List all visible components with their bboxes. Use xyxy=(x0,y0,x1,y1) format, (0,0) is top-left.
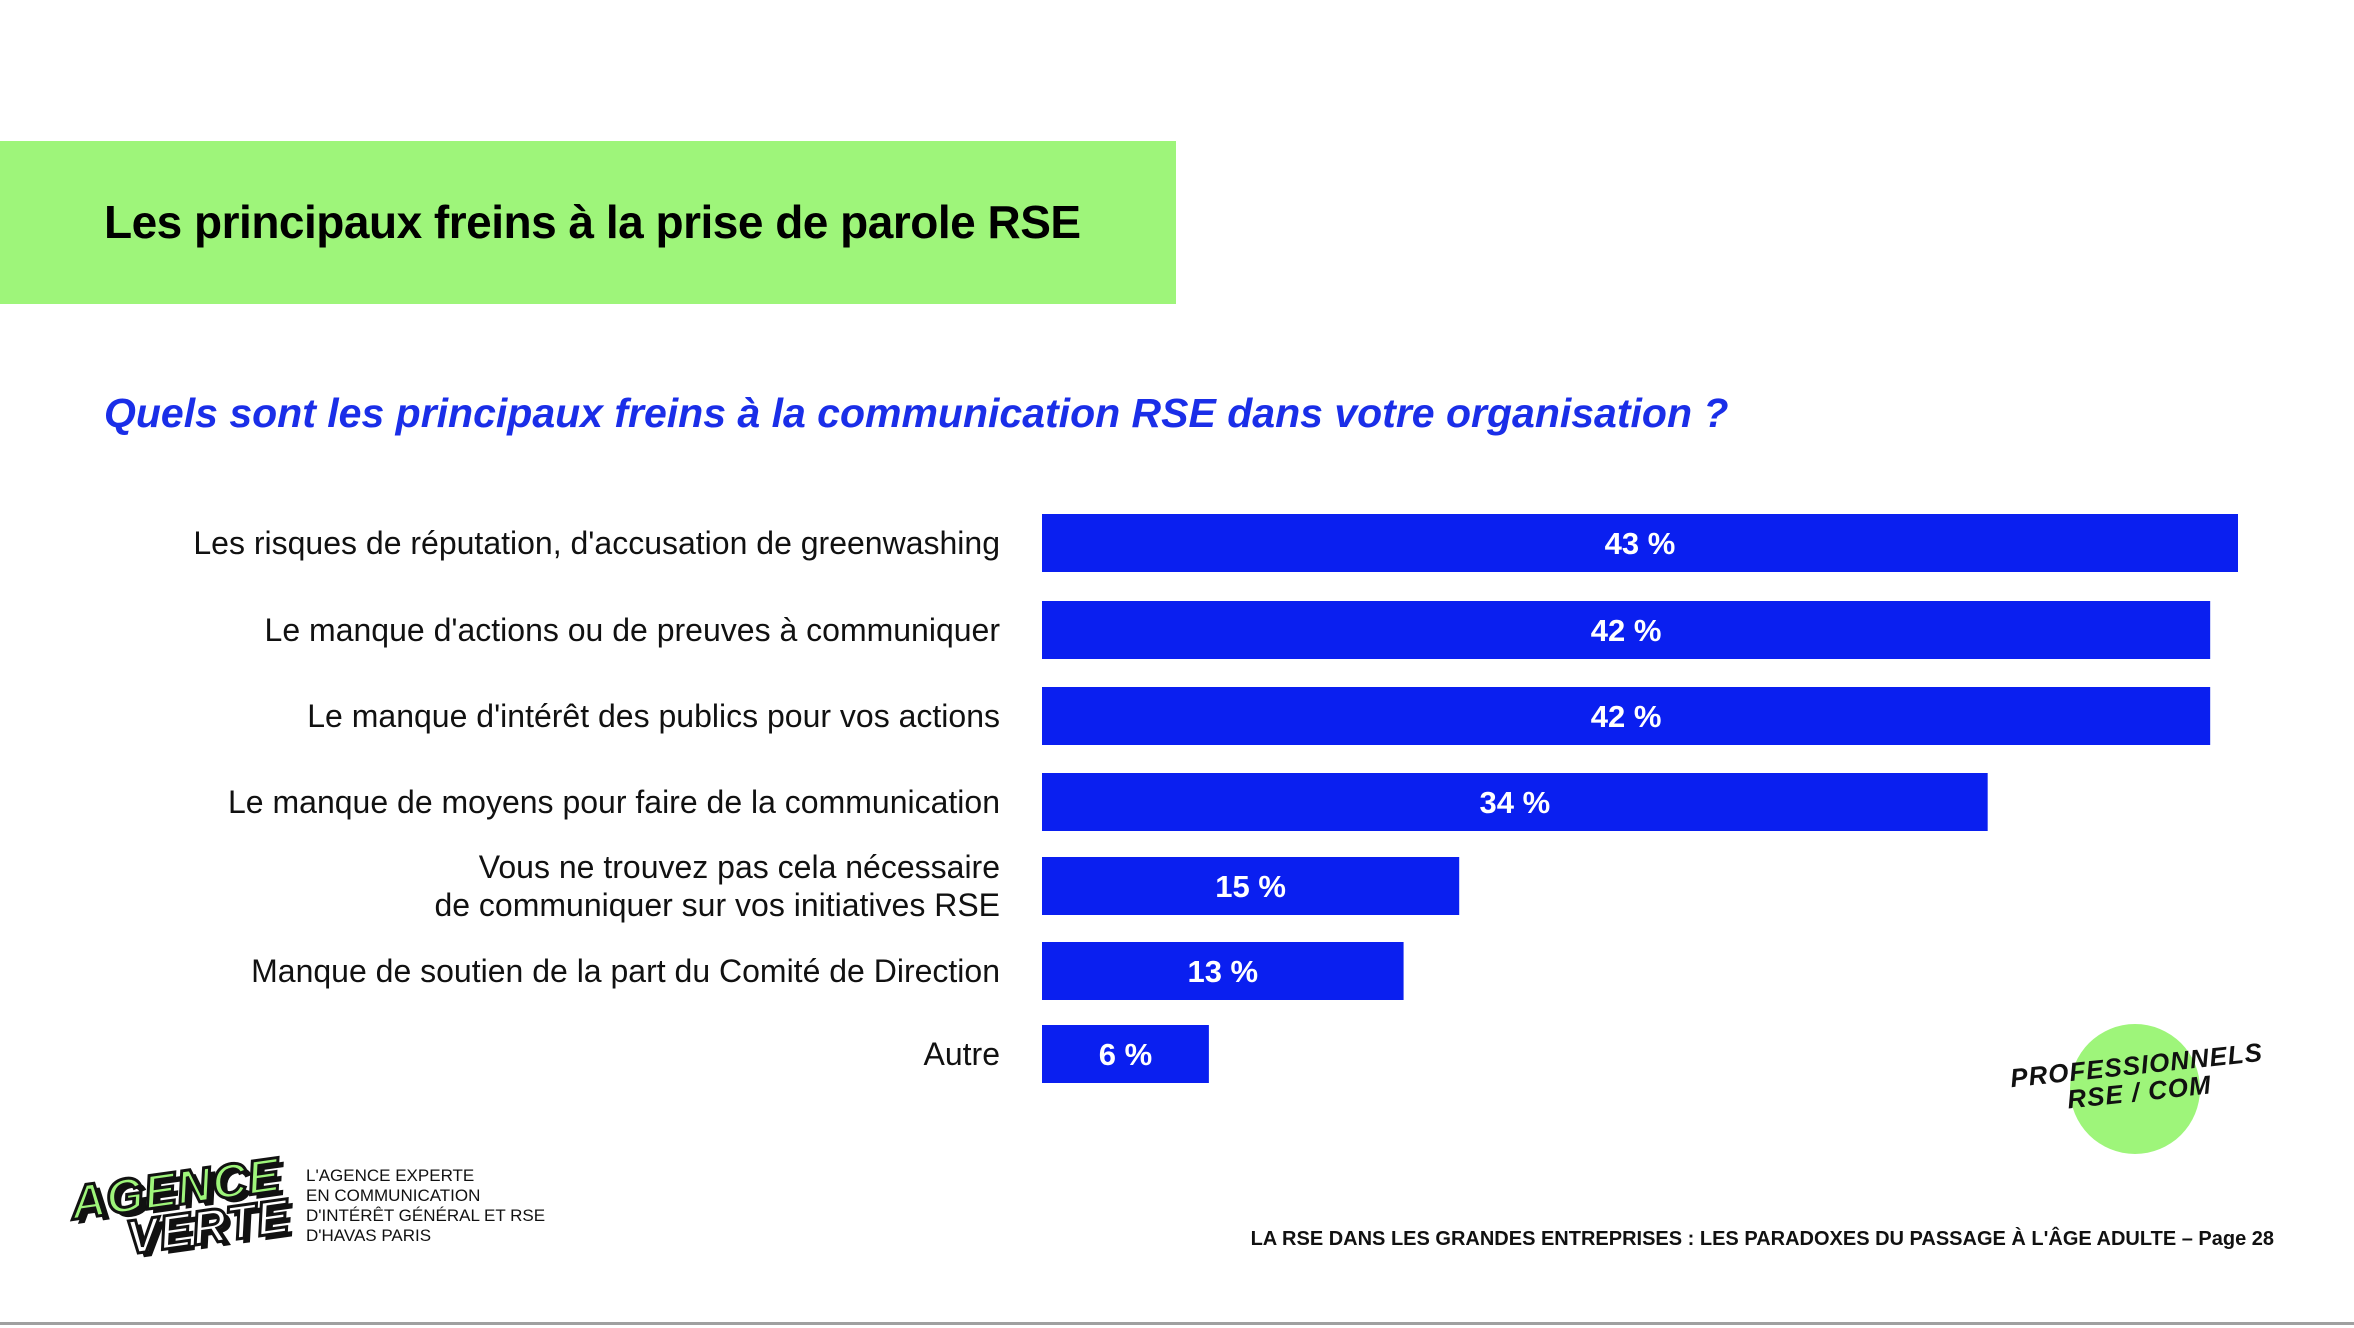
agency-line: L'AGENCE EXPERTE xyxy=(306,1166,475,1185)
bar-2 xyxy=(1042,687,2211,745)
agency-line: EN COMMUNICATION xyxy=(306,1186,481,1205)
category-label-line: Manque de soutien de la part du Comité d… xyxy=(251,953,1000,989)
category-label-line: Vous ne trouvez pas cela nécessaire xyxy=(479,849,1000,885)
category-label-line: Le manque d'actions ou de preuves à comm… xyxy=(265,612,1001,648)
survey-question: Quels sont les principaux freins à la co… xyxy=(104,390,1729,436)
bar-6 xyxy=(1042,1025,1209,1083)
agency-line: D'HAVAS PARIS xyxy=(306,1226,432,1245)
category-label-5: Manque de soutien de la part du Comité d… xyxy=(251,953,1000,989)
agence-verte-logo: AGENCE VERTE xyxy=(60,1147,300,1267)
bar-4 xyxy=(1042,857,1460,915)
agency-line: D'INTÉRÊT GÉNÉRAL ET RSE xyxy=(306,1206,546,1225)
badge-circle xyxy=(2070,1024,2200,1154)
value-label-4: 15 % xyxy=(1215,869,1286,904)
category-label-0: Les risques de réputation, d'accusation … xyxy=(193,525,1000,561)
value-label-2: 42 % xyxy=(1591,699,1662,734)
category-label-line: Le manque d'intérêt des publics pour vos… xyxy=(307,698,1000,734)
bar-1 xyxy=(1042,601,2211,659)
bar-5 xyxy=(1042,942,1404,1000)
title-band: Les principaux freins à la prise de paro… xyxy=(0,141,1176,304)
bar-0 xyxy=(1042,514,2238,572)
bar-3 xyxy=(1042,773,1988,831)
category-label-3: Le manque de moyens pour faire de la com… xyxy=(228,784,1000,820)
bar-chart: 43 % Les risques de réputation, d'accusat… xyxy=(193,514,2238,1083)
category-label-line: Le manque de moyens pour faire de la com… xyxy=(228,784,1000,820)
value-label-3: 34 % xyxy=(1480,785,1551,820)
category-label-4: Vous ne trouvez pas cela nécessaire de co… xyxy=(434,849,1000,923)
category-label-line: Autre xyxy=(924,1036,1000,1072)
value-label-6: 6 % xyxy=(1099,1037,1152,1072)
category-label-1: Le manque d'actions ou de preuves à comm… xyxy=(265,612,1001,648)
category-label-6: Autre xyxy=(924,1036,1000,1072)
value-label-0: 43 % xyxy=(1605,526,1676,561)
agency-description: L'AGENCE EXPERTE EN COMMUNICATION D'INTÉ… xyxy=(306,1166,545,1246)
category-label-2: Le manque d'intérêt des publics pour vos… xyxy=(307,698,1000,734)
category-label-line: Les risques de réputation, d'accusation … xyxy=(193,525,1000,561)
value-label-5: 13 % xyxy=(1187,954,1258,989)
bottom-rule xyxy=(0,1322,2354,1325)
value-label-1: 42 % xyxy=(1591,613,1662,648)
footer-text: LA RSE DANS LES GRANDES ENTREPRISES : LE… xyxy=(1250,1228,2274,1250)
page-title: Les principaux freins à la prise de paro… xyxy=(104,196,1081,248)
category-label-line: de communiquer sur vos initiatives RSE xyxy=(434,887,1000,923)
